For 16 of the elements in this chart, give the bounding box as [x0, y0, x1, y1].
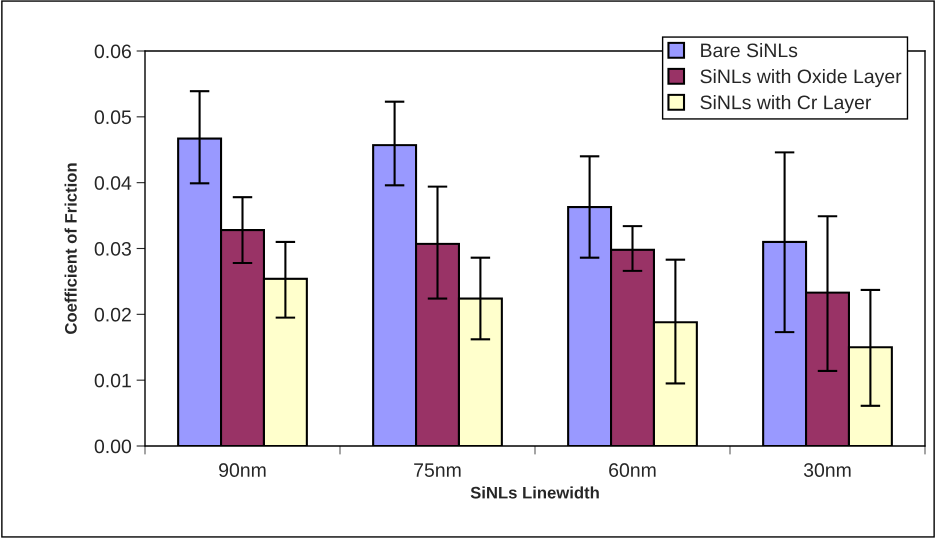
y-axis-title: Coefficient of Friction: [64, 163, 77, 334]
x-axis-title: SiNLs Linewidth: [470, 486, 599, 499]
x-tick-label: 30nm: [804, 463, 851, 477]
y-tick-label: 0.00: [94, 439, 132, 454]
y-tick-label: 0.01: [94, 374, 131, 388]
x-tick-label: 90nm: [219, 463, 266, 477]
y-tick-label: 0.05: [94, 110, 131, 124]
y-tick-label: 0.04: [94, 176, 132, 190]
y-tick-label: 0.02: [94, 308, 131, 322]
x-tick-label: 75nm: [414, 463, 461, 477]
y-tick-label: 0.03: [94, 242, 131, 256]
legend-label: SiNLs with Cr Layer: [700, 94, 872, 114]
y-tick-label: 0.06: [94, 44, 131, 58]
legend-label: Bare SiNLs: [701, 42, 798, 58]
x-tick-label: 60nm: [609, 463, 656, 477]
legend-label: SiNLs with Oxide Layer: [700, 68, 902, 88]
